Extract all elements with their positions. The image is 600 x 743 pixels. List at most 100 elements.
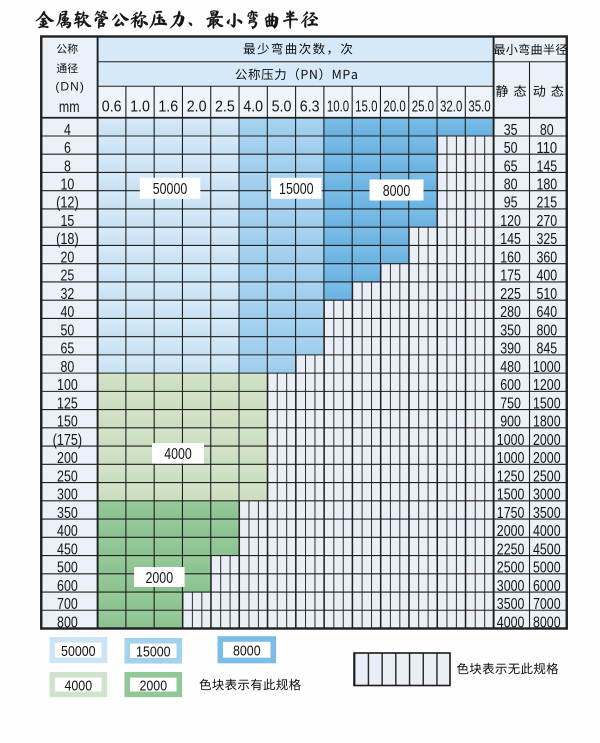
svg-text:50: 50 <box>61 322 75 339</box>
svg-text:2.0: 2.0 <box>187 98 207 115</box>
svg-text:8000: 8000 <box>383 183 411 200</box>
svg-text:15000: 15000 <box>279 181 314 198</box>
svg-text:750: 750 <box>500 395 521 412</box>
svg-text:1250: 1250 <box>497 468 525 485</box>
svg-text:300: 300 <box>57 487 78 504</box>
svg-text:50: 50 <box>504 140 518 157</box>
svg-text:2.5: 2.5 <box>215 98 235 115</box>
svg-text:325: 325 <box>536 231 557 248</box>
svg-text:120: 120 <box>500 213 521 230</box>
svg-text:20.0: 20.0 <box>383 98 405 115</box>
svg-text:215: 215 <box>536 195 557 212</box>
svg-text:510: 510 <box>536 286 557 303</box>
svg-text:15: 15 <box>61 213 75 230</box>
svg-text:1000: 1000 <box>533 359 561 376</box>
svg-text:4000: 4000 <box>164 446 192 463</box>
svg-text:150: 150 <box>57 414 78 431</box>
svg-text:2000: 2000 <box>533 432 561 449</box>
svg-text:32: 32 <box>61 286 75 303</box>
svg-text:700: 700 <box>57 596 78 613</box>
svg-text:4000: 4000 <box>533 523 561 540</box>
svg-text:125: 125 <box>57 395 78 412</box>
svg-text:400: 400 <box>57 523 78 540</box>
svg-text:(18): (18) <box>56 231 79 248</box>
svg-text:280: 280 <box>500 304 521 321</box>
svg-text:1000: 1000 <box>497 432 525 449</box>
svg-text:10.0: 10.0 <box>327 98 349 115</box>
svg-text:4500: 4500 <box>533 541 561 558</box>
svg-text:4000: 4000 <box>497 614 525 631</box>
svg-text:8000: 8000 <box>233 643 261 660</box>
svg-text:65: 65 <box>61 341 75 358</box>
svg-text:8000: 8000 <box>533 614 561 631</box>
svg-text:2000: 2000 <box>533 450 561 467</box>
svg-text:800: 800 <box>536 322 557 339</box>
svg-text:180: 180 <box>536 177 557 194</box>
svg-text:3500: 3500 <box>533 505 561 522</box>
svg-text:50000: 50000 <box>153 181 188 198</box>
svg-text:0.6: 0.6 <box>102 98 122 115</box>
svg-text:4.0: 4.0 <box>243 98 263 115</box>
svg-text:6: 6 <box>64 140 71 157</box>
svg-text:350: 350 <box>57 505 78 522</box>
svg-text:25: 25 <box>61 268 75 285</box>
svg-text:500: 500 <box>57 560 78 577</box>
svg-text:600: 600 <box>500 377 521 394</box>
svg-text:1750: 1750 <box>497 505 525 522</box>
svg-text:2000: 2000 <box>140 677 168 694</box>
svg-text:80: 80 <box>540 122 554 139</box>
svg-text:1000: 1000 <box>497 450 525 467</box>
svg-text:25.0: 25.0 <box>412 98 434 115</box>
svg-text:450: 450 <box>57 541 78 558</box>
svg-text:1500: 1500 <box>533 395 561 412</box>
svg-text:110: 110 <box>536 140 557 157</box>
svg-text:(DN): (DN) <box>55 80 84 94</box>
svg-text:3500: 3500 <box>497 596 525 613</box>
svg-text:35.0: 35.0 <box>468 98 490 115</box>
svg-text:2000: 2000 <box>146 570 174 587</box>
svg-text:100: 100 <box>57 377 78 394</box>
svg-text:145: 145 <box>536 158 557 175</box>
svg-text:400: 400 <box>536 268 557 285</box>
svg-text:1800: 1800 <box>533 414 561 431</box>
svg-text:480: 480 <box>500 359 521 376</box>
svg-text:225: 225 <box>500 286 521 303</box>
svg-text:360: 360 <box>536 250 557 267</box>
svg-text:200: 200 <box>57 450 78 467</box>
svg-text:160: 160 <box>500 250 521 267</box>
svg-text:3000: 3000 <box>533 487 561 504</box>
svg-text:1.0: 1.0 <box>130 98 150 115</box>
svg-text:600: 600 <box>57 578 78 595</box>
svg-text:1.6: 1.6 <box>158 98 178 115</box>
svg-text:15.0: 15.0 <box>355 98 377 115</box>
svg-text:(175): (175) <box>53 432 83 449</box>
svg-text:640: 640 <box>536 304 557 321</box>
svg-text:7000: 7000 <box>533 596 561 613</box>
svg-text:3000: 3000 <box>497 578 525 595</box>
svg-text:50000: 50000 <box>61 643 96 660</box>
svg-text:8: 8 <box>64 158 71 175</box>
svg-text:390: 390 <box>500 341 521 358</box>
svg-text:270: 270 <box>536 213 557 230</box>
svg-text:2000: 2000 <box>497 523 525 540</box>
svg-text:(12): (12) <box>56 195 79 212</box>
svg-text:20: 20 <box>61 250 75 267</box>
svg-text:2500: 2500 <box>533 468 561 485</box>
svg-text:95: 95 <box>504 195 518 212</box>
svg-text:10: 10 <box>61 177 75 194</box>
svg-text:15000: 15000 <box>136 644 171 661</box>
svg-text:5000: 5000 <box>533 560 561 577</box>
svg-text:145: 145 <box>500 231 521 248</box>
svg-text:6.3: 6.3 <box>300 98 320 115</box>
svg-text:4: 4 <box>64 122 71 139</box>
svg-text:32.0: 32.0 <box>440 98 462 115</box>
svg-text:250: 250 <box>57 468 78 485</box>
svg-text:1500: 1500 <box>497 487 525 504</box>
svg-text:80: 80 <box>504 177 518 194</box>
svg-text:175: 175 <box>500 268 521 285</box>
svg-text:80: 80 <box>61 359 75 376</box>
svg-text:5.0: 5.0 <box>272 98 292 115</box>
svg-text:1200: 1200 <box>533 377 561 394</box>
svg-text:35: 35 <box>504 122 518 139</box>
svg-text:6000: 6000 <box>533 578 561 595</box>
